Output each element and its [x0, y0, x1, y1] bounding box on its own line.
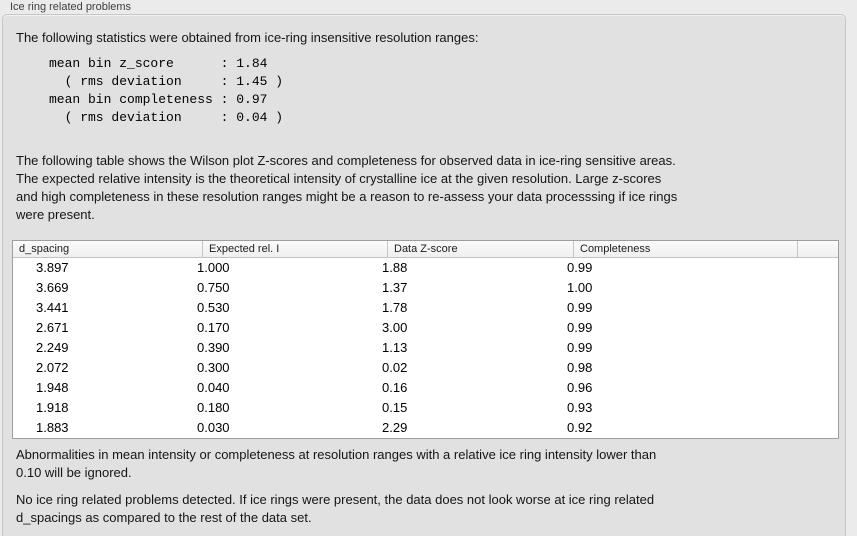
table-row[interactable]: 1.883 0.030 2.29 0.92	[13, 418, 838, 438]
cell-expected-rel-i: 0.750	[197, 280, 230, 295]
table-row[interactable]: 3.897 1.000 1.88 0.99	[13, 258, 838, 278]
conclusion-text: No ice ring related problems detected. I…	[16, 492, 655, 525]
table-row[interactable]: 2.249 0.390 1.13 0.99	[13, 338, 838, 358]
cell-expected-rel-i: 0.300	[197, 360, 230, 375]
cell-completeness: 0.93	[567, 400, 593, 415]
cell-d-spacing: 1.918	[36, 400, 69, 415]
cell-data-z-score: 2.29	[382, 420, 408, 435]
cell-data-z-score: 1.37	[382, 280, 408, 295]
column-header-data-z-score[interactable]: Data Z-score	[388, 241, 574, 257]
table-row[interactable]: 3.441 0.530 1.78 0.99	[13, 298, 838, 318]
table-body: 3.897 1.000 1.88 0.99 3.669 0.750 1.37 1…	[13, 258, 838, 438]
column-header-empty	[798, 241, 838, 257]
cell-data-z-score: 1.88	[382, 260, 408, 275]
cell-expected-rel-i: 0.390	[197, 340, 230, 355]
stats-block: mean bin z_score : 1.84 ( rms deviation …	[49, 56, 284, 125]
ice-ring-table: d_spacing Expected rel. I Data Z-score C…	[12, 240, 839, 439]
cell-expected-rel-i: 0.170	[197, 320, 230, 335]
cell-d-spacing: 2.249	[36, 340, 69, 355]
cell-completeness: 0.92	[567, 420, 593, 435]
cell-completeness: 0.98	[567, 360, 593, 375]
table-row[interactable]: 1.918 0.180 0.15 0.93	[13, 398, 838, 418]
cell-expected-rel-i: 0.030	[197, 420, 230, 435]
table-description: The following table shows the Wilson plo…	[16, 153, 678, 222]
cell-d-spacing: 3.441	[36, 300, 69, 315]
ignore-note: Abnormalities in mean intensity or compl…	[16, 447, 657, 480]
cell-completeness: 0.99	[567, 340, 593, 355]
column-header-d-spacing[interactable]: d_spacing	[13, 241, 203, 257]
cell-d-spacing: 1.948	[36, 380, 69, 395]
cell-data-z-score: 0.02	[382, 360, 408, 375]
table-row[interactable]: 1.948 0.040 0.16 0.96	[13, 378, 838, 398]
cell-d-spacing: 3.897	[36, 260, 69, 275]
table-row[interactable]: 2.072 0.300 0.02 0.98	[13, 358, 838, 378]
cell-expected-rel-i: 0.530	[197, 300, 230, 315]
cell-d-spacing: 3.669	[36, 280, 69, 295]
cell-data-z-score: 1.13	[382, 340, 408, 355]
column-header-expected-rel-i[interactable]: Expected rel. I	[203, 241, 388, 257]
table-row[interactable]: 2.671 0.170 3.00 0.99	[13, 318, 838, 338]
cell-data-z-score: 3.00	[382, 320, 408, 335]
cell-data-z-score: 0.15	[382, 400, 408, 415]
column-header-completeness[interactable]: Completeness	[574, 241, 798, 257]
table-row[interactable]: 3.669 0.750 1.37 1.00	[13, 278, 838, 298]
panel-title: Ice ring related problems	[10, 1, 132, 13]
cell-d-spacing: 1.883	[36, 420, 69, 435]
cell-completeness: 0.99	[567, 320, 593, 335]
cell-expected-rel-i: 1.000	[197, 260, 230, 275]
cell-completeness: 0.96	[567, 380, 593, 395]
cell-data-z-score: 1.78	[382, 300, 408, 315]
cell-expected-rel-i: 0.180	[197, 400, 230, 415]
cell-d-spacing: 2.072	[36, 360, 69, 375]
cell-d-spacing: 2.671	[36, 320, 69, 335]
table-header: d_spacing Expected rel. I Data Z-score C…	[13, 241, 838, 258]
cell-completeness: 1.00	[567, 280, 593, 295]
cell-expected-rel-i: 0.040	[197, 380, 230, 395]
cell-completeness: 0.99	[567, 300, 593, 315]
intro-text: The following statistics were obtained f…	[16, 30, 479, 45]
cell-data-z-score: 0.16	[382, 380, 408, 395]
cell-completeness: 0.99	[567, 260, 593, 275]
